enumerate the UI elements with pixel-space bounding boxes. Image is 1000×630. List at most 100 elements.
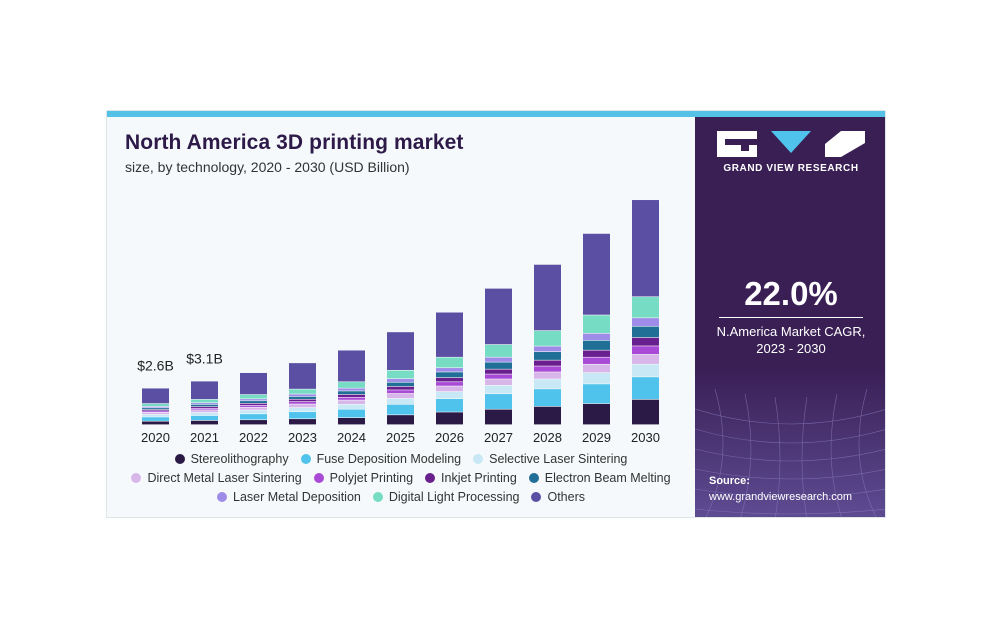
bar-segment-2026-8 xyxy=(436,357,463,368)
bar-2028 xyxy=(534,264,561,425)
bar-segment-2024-5 xyxy=(338,394,365,397)
bar-segment-2021-0 xyxy=(191,420,218,425)
bar-segment-2026-6 xyxy=(436,372,463,378)
legend-label: Fuse Deposition Modeling xyxy=(316,451,462,466)
legend-swatch xyxy=(313,472,324,483)
x-tick-label: 2020 xyxy=(141,430,170,445)
legend-item: Laser Metal Deposition xyxy=(217,490,361,504)
legend-item: Electron Beam Melting xyxy=(528,470,671,485)
bar-segment-2020-9 xyxy=(142,388,169,404)
chart-subtitle: size, by technology, 2020 - 2030 (USD Bi… xyxy=(125,159,410,175)
bar-segment-2023-5 xyxy=(289,399,316,402)
bar-segment-2030-4 xyxy=(632,346,659,355)
bar-2025 xyxy=(387,332,414,425)
bar-segment-2021-4 xyxy=(191,408,218,410)
bar-segment-2025-8 xyxy=(387,370,414,379)
bar-segment-2029-4 xyxy=(583,357,610,364)
source-url[interactable]: www.grandviewresearch.com xyxy=(709,491,853,503)
legend-label: Polyjet Printing xyxy=(329,470,414,485)
bar-segment-2029-3 xyxy=(583,364,610,373)
legend-label: Others xyxy=(547,489,585,504)
bar-segment-2030-0 xyxy=(632,399,659,425)
legend-swatch xyxy=(531,491,542,502)
legend-swatch xyxy=(217,491,227,502)
bar-segment-2028-5 xyxy=(534,360,561,366)
bar-segment-2025-4 xyxy=(387,390,414,394)
legend-row-2: Laser Metal Deposition Digital Light Proc… xyxy=(107,487,695,506)
data-label-2020: $2.6B xyxy=(137,357,174,373)
stacked-bar-chart: 2020 2021 2022 2023 2024 2025 2026 2027 2028 2029… xyxy=(137,200,660,445)
bar-segment-2030-3 xyxy=(632,354,659,364)
legend-swatch xyxy=(174,453,185,464)
bar-segment-2027-9 xyxy=(485,288,512,345)
legend-item: Digital Light Processing xyxy=(372,490,519,504)
x-tick-label: 2028 xyxy=(533,430,562,445)
bar-segment-2022-5 xyxy=(240,403,267,405)
bar-segment-2026-5 xyxy=(436,377,463,382)
bar-segment-2030-7 xyxy=(632,318,659,326)
bar-segment-2028-9 xyxy=(534,264,561,331)
bar-segment-2020-0 xyxy=(142,421,169,425)
bar-segment-2024-4 xyxy=(338,397,365,400)
bar-segment-2024-0 xyxy=(338,417,365,425)
bar-segment-2022-1 xyxy=(240,414,267,420)
brand-name: GRAND VIEW RESEARCH xyxy=(723,163,859,174)
legend-swatch xyxy=(300,453,311,464)
legend-label: Electron Beam Melting xyxy=(544,470,671,485)
bar-segment-2028-3 xyxy=(534,372,561,379)
bar-segment-2026-9 xyxy=(436,312,463,357)
bar-segment-2029-9 xyxy=(583,233,610,315)
bar-segment-2028-4 xyxy=(534,366,561,372)
bar-segment-2025-5 xyxy=(387,386,414,390)
x-tick-label: 2024 xyxy=(337,430,366,445)
bar-segment-2023-3 xyxy=(289,404,316,408)
x-tick-label: 2026 xyxy=(435,430,464,445)
legend-item: Stereolithography xyxy=(174,452,289,466)
legend-swatch xyxy=(131,472,142,483)
bar-segment-2023-2 xyxy=(289,407,316,412)
bar-segment-2024-6 xyxy=(338,391,365,395)
bar-segment-2028-8 xyxy=(534,330,561,346)
bar-segment-2024-7 xyxy=(338,388,365,391)
x-tick-label: 2022 xyxy=(239,430,268,445)
bar-segment-2026-3 xyxy=(436,386,463,392)
bar-segment-2027-8 xyxy=(485,344,512,357)
bar-segment-2029-8 xyxy=(583,315,610,334)
bar-segment-2026-2 xyxy=(436,391,463,399)
bar-segment-2030-6 xyxy=(632,326,659,338)
bar-segment-2020-3 xyxy=(142,412,169,415)
bar-segment-2026-0 xyxy=(436,412,463,425)
bar-2027 xyxy=(485,288,512,425)
cagr-label: N.America Market CAGR, 2023 - 2030 xyxy=(695,323,885,357)
bar-segment-2030-1 xyxy=(632,377,659,400)
bar-segment-2021-8 xyxy=(191,399,218,403)
bar-segment-2027-4 xyxy=(485,374,512,379)
bar-segment-2025-2 xyxy=(387,398,414,405)
bar-segment-2025-3 xyxy=(387,393,414,399)
bar-segment-2027-0 xyxy=(485,409,512,425)
bar-segment-2022-4 xyxy=(240,405,267,407)
bar-segment-2023-4 xyxy=(289,401,316,404)
legend-label: Selective Laser Sintering xyxy=(489,451,628,466)
legend-item: Others xyxy=(531,490,585,504)
bar-segment-2023-9 xyxy=(289,363,316,389)
bar-segment-2020-6 xyxy=(142,408,169,410)
bar-segment-2021-3 xyxy=(191,410,218,413)
bar-2022 xyxy=(240,372,267,425)
cagr-label-line2: 2023 - 2030 xyxy=(756,341,826,356)
bar-segment-2023-0 xyxy=(289,419,316,425)
bar-segment-2022-3 xyxy=(240,407,267,410)
bar-segment-2027-6 xyxy=(485,362,512,369)
legend-label: Laser Metal Deposition xyxy=(233,489,361,504)
bar-segment-2022-8 xyxy=(240,394,267,399)
bar-segment-2024-9 xyxy=(338,350,365,382)
bar-segment-2023-6 xyxy=(289,396,316,399)
bar-segment-2027-3 xyxy=(485,379,512,386)
bar-segment-2024-1 xyxy=(338,409,365,418)
source-label: Source: xyxy=(709,475,750,487)
legend-row-0: Stereolithography Fuse Deposition Modelin… xyxy=(107,449,695,468)
bar-2021 xyxy=(191,381,218,425)
bar-2023 xyxy=(289,363,316,425)
bar-segment-2022-2 xyxy=(240,410,267,414)
bar-segment-2023-1 xyxy=(289,412,316,419)
